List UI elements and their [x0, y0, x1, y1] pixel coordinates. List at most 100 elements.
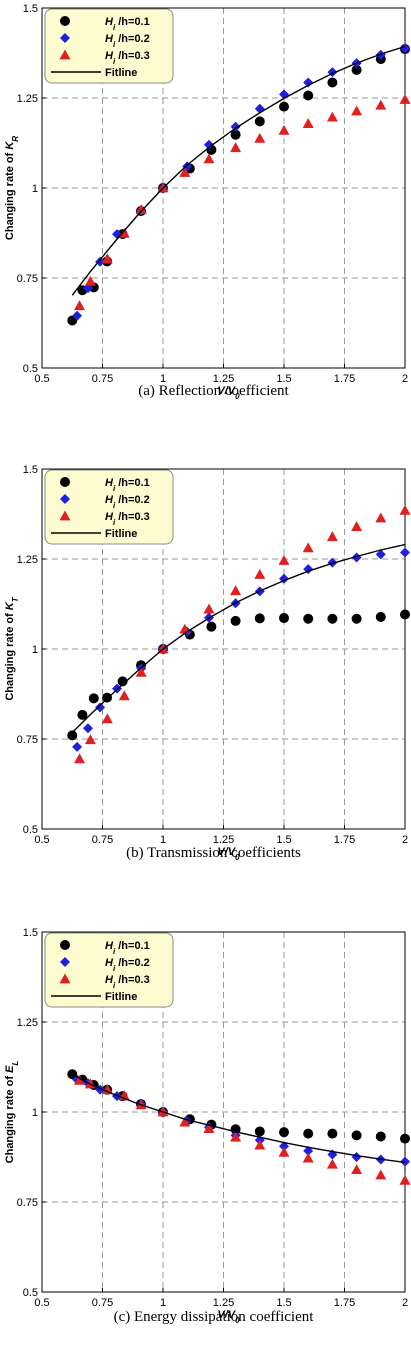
y-axis-label-main: Changing rate of	[4, 610, 16, 700]
x-tick-label: 2	[402, 1297, 408, 1309]
legend-box	[44, 469, 174, 545]
data-point	[135, 204, 147, 214]
x-tick-label: 1.25	[213, 1297, 234, 1309]
series-circle	[67, 609, 410, 741]
data-point	[400, 1156, 410, 1167]
chart-panel-1: 0.5 0.75 1 1.25 1.5 1.75 2 0.5 0.75 1 1.25 1.5 V/V0 C…	[4, 3, 411, 401]
series-line	[71, 1073, 406, 1164]
data-point	[254, 1126, 265, 1137]
x-tick-label: 2	[402, 373, 408, 385]
legend-label-main: H	[105, 974, 114, 986]
y-tick-label: 1	[32, 1107, 38, 1119]
legend-label-sub: i	[113, 501, 116, 510]
legend-label-rest: /h=0.3	[115, 511, 150, 523]
legend-label-main: H	[105, 940, 114, 952]
series-line	[71, 543, 406, 733]
data-point	[230, 615, 241, 626]
x-tick-label: 1.5	[276, 373, 291, 385]
x-axis-label-sub: 0	[235, 1316, 240, 1325]
y-tick-label: 1.5	[23, 927, 38, 939]
data-point	[101, 713, 113, 724]
legend-label-sub: i	[113, 981, 116, 990]
data-point	[72, 741, 83, 752]
y-axis-label-main: Changing rate of	[4, 1073, 16, 1163]
legend-label-sub: i	[113, 518, 116, 527]
data-point	[375, 1169, 387, 1180]
data-point	[400, 609, 410, 620]
x-tick-label: 1.5	[276, 834, 291, 846]
data-point	[101, 253, 113, 264]
data-point	[88, 693, 99, 704]
data-point	[303, 613, 314, 624]
data-point	[302, 118, 314, 128]
data-point	[67, 1069, 78, 1080]
legend-label-main: Fitline	[105, 67, 137, 79]
legend-circle-swatch	[60, 16, 70, 26]
y-axis-label-symbol: E	[4, 1065, 16, 1073]
data-point	[74, 1074, 86, 1085]
y-tick-label: 0.5	[23, 1287, 38, 1299]
y-tick-label: 1.5	[23, 464, 38, 476]
legend-label-main: H	[105, 16, 114, 28]
legend-label-rest: /h=0.2	[115, 33, 150, 45]
series-triangle	[74, 504, 411, 764]
data-point	[351, 613, 362, 624]
series-line	[71, 45, 406, 296]
data-point	[102, 692, 113, 703]
y-axis-label-sub: T	[11, 596, 20, 602]
y-tick-label: 1	[32, 183, 38, 195]
data-point	[400, 547, 410, 558]
x-tick-label: 1.25	[213, 834, 234, 846]
y-tick-label: 0.75	[17, 1197, 38, 1209]
data-point	[375, 1131, 386, 1142]
data-point	[326, 531, 338, 542]
data-point	[399, 93, 411, 104]
data-point	[302, 1152, 314, 1163]
x-tick-label: 2	[402, 834, 408, 846]
data-point	[375, 611, 386, 622]
x-axis-label: V/V0	[217, 385, 240, 401]
y-tick-label: 1.25	[17, 1017, 38, 1029]
y-axis-label-main: Changing rate of	[4, 150, 16, 240]
y-tick-label: 0.5	[23, 363, 38, 375]
data-point	[375, 99, 387, 110]
data-point	[254, 613, 265, 624]
data-point	[254, 132, 266, 143]
data-point	[303, 90, 314, 101]
legend-diamond-swatch	[60, 957, 70, 967]
data-point	[203, 139, 214, 150]
legend-label-main: Fitline	[105, 528, 137, 540]
y-axis-label: Changing rate of KR	[4, 136, 20, 240]
legend-label: Hi /h=0.2	[105, 33, 150, 49]
data-point	[230, 585, 242, 596]
data-point	[118, 690, 130, 701]
legend-diamond-swatch	[60, 33, 70, 43]
legend-label-sub: i	[113, 57, 116, 66]
legend-label: Hi /h=0.2	[105, 494, 150, 510]
x-tick-label: 1.75	[334, 834, 355, 846]
data-point	[399, 504, 411, 515]
fit-line	[71, 543, 406, 733]
data-point	[375, 549, 386, 560]
y-axis-label: Changing rate of KT	[4, 596, 20, 700]
data-point	[400, 1133, 410, 1144]
x-tick-label: 0.75	[92, 373, 113, 385]
legend-label-sub: i	[113, 947, 116, 956]
series-triangle	[74, 1074, 411, 1185]
data-point	[327, 77, 338, 88]
figure-caption: (b) Transmission coefficients	[126, 845, 301, 861]
data-point	[203, 1123, 215, 1133]
data-point	[118, 227, 130, 238]
legend-triangle-swatch	[59, 510, 71, 521]
legend-label-main: H	[105, 511, 114, 523]
legend-label-main: H	[105, 494, 114, 506]
legend-circle-swatch	[60, 940, 70, 950]
data-point	[351, 521, 363, 531]
data-point	[326, 111, 338, 122]
legend-triangle-swatch	[59, 973, 71, 984]
legend-label-sub: i	[113, 40, 116, 49]
data-point	[278, 124, 290, 135]
data-point	[327, 613, 338, 624]
x-tick-label: 1	[160, 1297, 166, 1309]
